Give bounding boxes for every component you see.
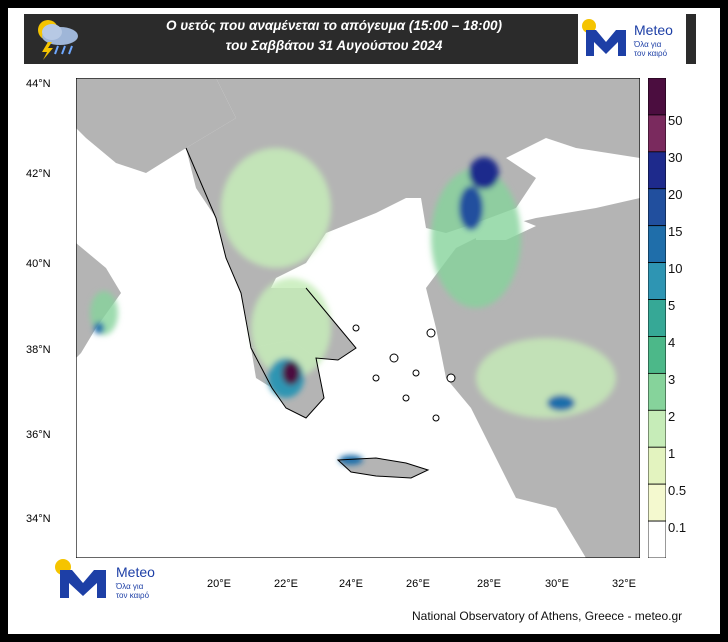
colorbar-segment [648, 151, 666, 190]
tagline-2: τον καιρό [634, 49, 668, 58]
header-logo: Meteo Όλα για τον καιρό [578, 14, 686, 64]
legend-label: 5 [668, 298, 676, 313]
legend-label: 50 [668, 113, 683, 128]
colorbar-segment [648, 520, 666, 558]
meteo-logo-icon [55, 559, 106, 598]
tagline-2: τον καιρό [116, 591, 150, 600]
lon-label: 20°E [207, 578, 231, 590]
lon-label: 22°E [274, 578, 298, 590]
colorbar-segment [648, 114, 666, 153]
legend-label: 1 [668, 446, 676, 461]
lat-label: 42°N [26, 168, 51, 180]
brand-name: Meteo [634, 22, 673, 38]
coastline [185, 147, 430, 479]
tagline-1: Όλα για [116, 582, 144, 591]
colorbar-segment [648, 483, 666, 522]
rain-field [90, 148, 616, 465]
credit-text: National Observatory of Athens, Greece -… [412, 609, 683, 623]
colorbar-segment [648, 78, 666, 116]
lon-label: 24°E [339, 578, 363, 590]
colorbar-segment [648, 336, 666, 374]
lon-label: 26°E [406, 578, 430, 590]
meteo-logo-icon [582, 19, 626, 56]
lon-label: 28°E [477, 578, 501, 590]
colorbar-segment [648, 188, 666, 227]
legend-label: 4 [668, 335, 676, 350]
legend-label: 20 [668, 187, 683, 202]
colorbar-segment [648, 225, 666, 264]
colorbar-segment [648, 372, 666, 411]
map-title: Ο υετός που αναμένεται το απόγευμα (15:0… [100, 16, 568, 56]
colorbar-segment [648, 262, 666, 300]
lat-label: 38°N [26, 344, 51, 356]
lat-label: 36°N [26, 429, 51, 441]
tagline-1: Όλα για [634, 40, 662, 49]
legend-label: 0.1 [668, 520, 687, 535]
colorbar-segment [648, 409, 666, 448]
title-line-2: του Σαββάτου 31 Αυγούστου 2024 [225, 38, 443, 53]
lon-label: 30°E [545, 578, 569, 590]
legend-label: 2 [668, 409, 676, 424]
lat-label: 34°N [26, 513, 51, 525]
lat-label: 40°N [26, 258, 51, 270]
precipitation-map [76, 78, 640, 558]
lat-label: 44°N [26, 78, 51, 90]
aegean-islands [352, 324, 456, 422]
colorbar-segment [648, 446, 666, 485]
footer-logo: Meteo Όλα για τον καιρό [50, 558, 170, 602]
legend-label: 0.5 [668, 483, 687, 498]
title-line-1: Ο υετός που αναμένεται το απόγευμα (15:0… [166, 18, 502, 33]
lon-label: 32°E [612, 578, 636, 590]
rain-thunder-icon [28, 16, 86, 62]
legend-label: 30 [668, 150, 683, 165]
legend-label: 15 [668, 224, 683, 239]
legend-label: 10 [668, 261, 683, 276]
colorbar-segment [648, 299, 666, 337]
brand-name: Meteo [116, 564, 155, 580]
legend-label: 3 [668, 372, 676, 387]
precipitation-colorbar [648, 78, 666, 558]
